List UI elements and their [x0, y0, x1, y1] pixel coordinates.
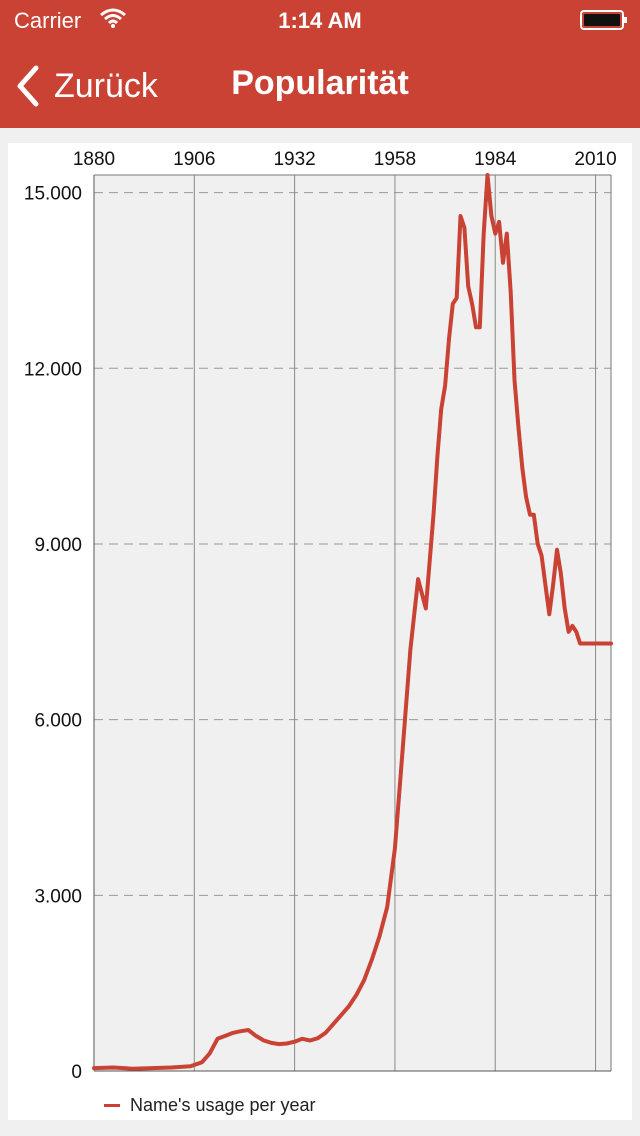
status-time: 1:14 AM: [278, 8, 362, 33]
x-tick-label: 1880: [73, 149, 115, 170]
status-bar: Carrier 1:14 AM: [0, 0, 640, 40]
y-tick-label: 12.000: [24, 359, 82, 380]
x-tick-label: 1906: [173, 149, 215, 170]
battery-icon: [580, 10, 627, 30]
legend-swatch: [104, 1104, 120, 1107]
page-title: Popularität: [231, 64, 409, 102]
carrier-label: Carrier: [14, 8, 82, 33]
legend-label: Name's usage per year: [130, 1095, 316, 1115]
x-tick-label: 1958: [374, 149, 416, 170]
x-tick-label: 1932: [273, 149, 315, 170]
y-tick-label: 6.000: [34, 711, 82, 732]
series-line-0: [92, 173, 613, 1071]
y-tick-label: 15.000: [24, 184, 82, 205]
line-chart: 0 3.000 6.000 9.000 12.000 15.000 1880 1906 1932…: [24, 149, 617, 1083]
back-button[interactable]: Zurück: [14, 64, 158, 108]
y-tick-label: 3.000: [34, 886, 82, 907]
back-button-label: Zurück: [54, 66, 158, 105]
plot-background: [94, 175, 611, 1071]
chevron-left-icon: [17, 65, 39, 107]
y-tick-label: 0: [71, 1062, 82, 1083]
popularity-chart: 0 3.000 6.000 9.000 12.000 15.000 1880 1906 1932…: [8, 143, 632, 1120]
x-tick-label: 1984: [474, 149, 517, 170]
x-tick-label: 2010: [574, 149, 616, 170]
wifi-icon: [100, 8, 126, 28]
chart-legend: Name's usage per year: [104, 1095, 316, 1116]
y-tick-label: 9.000: [34, 535, 82, 556]
navigation-bar: Zurück Popularität: [0, 40, 640, 128]
